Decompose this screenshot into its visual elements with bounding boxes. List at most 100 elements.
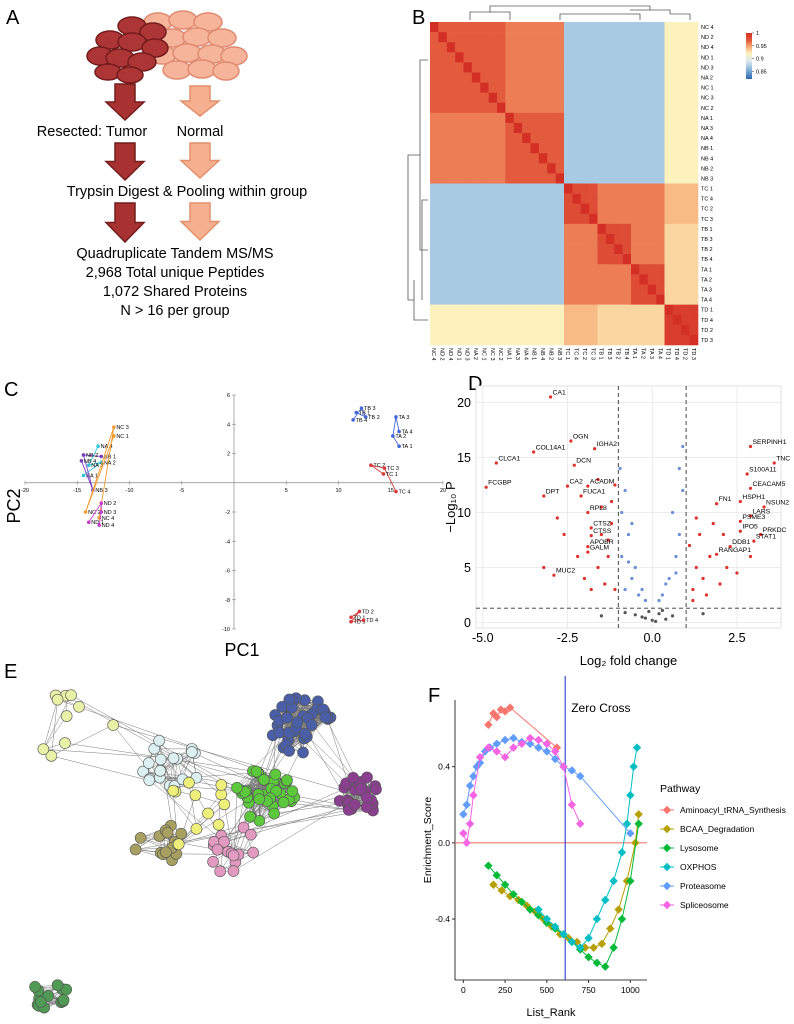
heatmap-cell xyxy=(530,52,540,63)
heatmap-cell xyxy=(656,264,665,275)
heatmap-cell xyxy=(538,324,548,336)
heatmap-cell xyxy=(547,314,556,326)
point-label: TD 1 xyxy=(354,615,366,621)
point xyxy=(738,529,742,533)
heatmap-cell xyxy=(471,102,481,114)
heatmap-cell xyxy=(589,314,598,326)
heatmap-cell xyxy=(530,72,540,83)
heatmap-cell xyxy=(480,183,489,194)
network-node xyxy=(370,783,382,796)
heatmap-cell xyxy=(522,284,531,295)
heatmap-cell xyxy=(505,223,515,235)
heatmap-cell xyxy=(564,173,573,184)
heatmap-cell xyxy=(597,72,607,83)
point-label: NB 2 xyxy=(86,453,98,459)
heatmap-cell xyxy=(656,32,665,43)
heatmap-cell xyxy=(656,324,665,336)
heatmap-cell xyxy=(505,284,515,295)
heatmap-cell xyxy=(463,22,473,33)
point xyxy=(620,510,624,515)
heatmap-cell xyxy=(430,304,439,316)
heatmap-cell xyxy=(455,314,464,326)
heatmap-cell xyxy=(605,203,615,215)
point xyxy=(584,952,593,962)
heatmap-cell xyxy=(455,274,464,285)
heatmap-cell xyxy=(689,223,699,235)
heatmap-cell xyxy=(446,42,456,53)
row-label: TD 4 xyxy=(701,318,713,324)
heatmap-cell xyxy=(538,244,548,255)
legend-title: Pathway xyxy=(660,783,701,795)
point xyxy=(596,565,600,570)
heatmap-cell xyxy=(597,274,607,285)
heatmap-cell xyxy=(639,72,649,83)
point-label: ND 2 xyxy=(104,501,117,507)
heatmap-cell xyxy=(622,82,632,93)
point xyxy=(748,554,753,559)
heatmap-cell xyxy=(622,223,632,235)
heatmap-cell xyxy=(572,163,582,174)
point-label: ND 4 xyxy=(102,523,115,529)
heatmap-cell xyxy=(488,72,498,83)
network-node xyxy=(167,784,180,797)
heatmap-cell xyxy=(513,264,523,275)
x-tick-label: 750 xyxy=(581,985,595,995)
heatmap-cell xyxy=(505,92,515,104)
row-label: NC 1 xyxy=(701,86,714,92)
heatmap-cell xyxy=(497,22,506,33)
heatmap-cell xyxy=(430,193,439,204)
point xyxy=(632,743,642,752)
heatmap-cell xyxy=(471,72,481,83)
network-node xyxy=(59,737,71,749)
column-label: NC 3 xyxy=(489,348,495,361)
heatmap-cell xyxy=(689,163,699,174)
network-node xyxy=(65,689,77,701)
heatmap-cell xyxy=(572,62,582,73)
point xyxy=(522,901,531,910)
point xyxy=(618,466,622,471)
heatmap-cell xyxy=(580,284,590,295)
heatmap-cell xyxy=(547,173,556,184)
column-label: TA 4 xyxy=(656,348,662,359)
heatmap-cell xyxy=(564,183,573,194)
heatmap-cell xyxy=(647,22,657,33)
point xyxy=(589,534,593,538)
y-tick-label: -8 xyxy=(225,598,230,604)
point xyxy=(381,472,386,476)
heatmap-cell xyxy=(672,62,682,73)
heatmap-cell xyxy=(631,133,640,144)
heatmap-cell xyxy=(522,42,531,53)
point xyxy=(650,618,654,622)
heatmap-cell xyxy=(605,223,615,235)
heatmap-cell xyxy=(538,223,548,235)
heatmap-cell xyxy=(631,112,640,124)
network-edge xyxy=(224,804,234,856)
heatmap-cell xyxy=(589,72,598,83)
heatmap-cell xyxy=(672,203,682,215)
annotation: Zero Cross xyxy=(571,701,630,715)
heatmap-cell xyxy=(538,274,548,285)
heatmap-cell xyxy=(689,102,699,114)
heatmap-cell xyxy=(672,92,682,104)
heatmap-cell xyxy=(614,213,623,225)
heatmap-cell xyxy=(572,143,582,154)
legend-label: Proteasome xyxy=(680,881,726,891)
heatmap-cell xyxy=(438,153,448,164)
point xyxy=(397,444,401,448)
heatmap-cell xyxy=(689,284,699,295)
heatmap-cell xyxy=(672,133,682,144)
point xyxy=(592,958,602,968)
heatmap-cell xyxy=(488,274,498,285)
point-label: NB 4 xyxy=(84,459,96,465)
heatmap-cell xyxy=(580,22,590,33)
heatmap-cell xyxy=(589,122,598,134)
heatmap-cell xyxy=(564,314,573,326)
y-tick-label: 5 xyxy=(464,561,471,575)
y-tick-label: 15 xyxy=(457,451,471,465)
heatmap-cell xyxy=(446,153,456,164)
heatmap-cell xyxy=(664,153,674,164)
heatmap-cell xyxy=(488,223,498,235)
point xyxy=(555,516,559,520)
point xyxy=(609,521,614,526)
